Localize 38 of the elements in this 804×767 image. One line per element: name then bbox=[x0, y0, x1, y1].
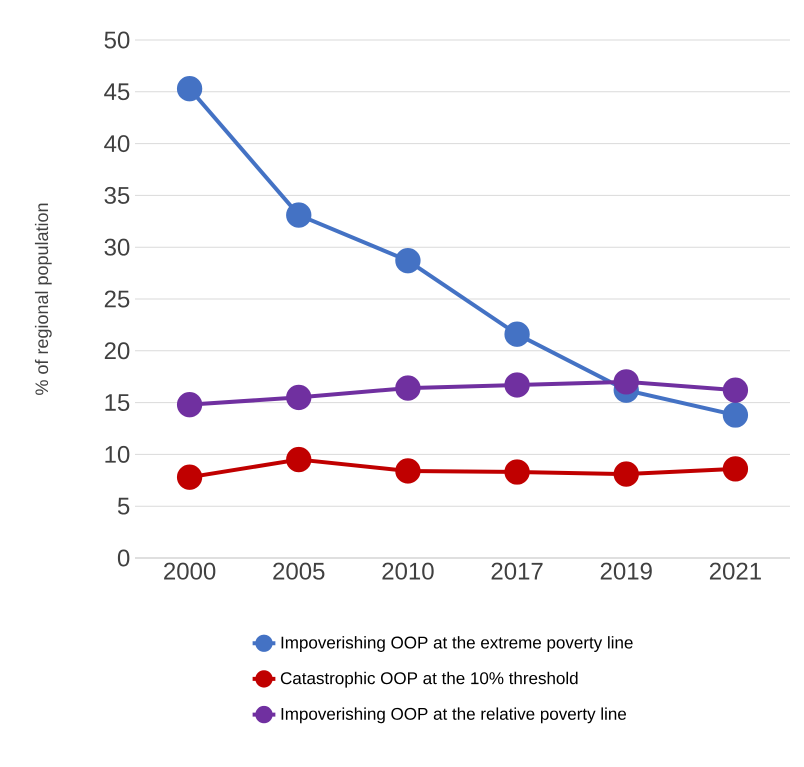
y-tick-label: 5 bbox=[118, 498, 130, 515]
point bbox=[395, 375, 421, 401]
x-tick-label: 2017 bbox=[492, 562, 543, 580]
point bbox=[504, 372, 530, 398]
point bbox=[286, 202, 312, 228]
x-tick-label: 2005 bbox=[273, 562, 324, 580]
point bbox=[614, 369, 639, 395]
point bbox=[395, 248, 421, 274]
point bbox=[286, 446, 312, 472]
legend-label: Impoverishing OOP at the extreme poverty line bbox=[282, 636, 633, 652]
legend-label: Catastrophic OOP at the 10% threshold bbox=[280, 672, 578, 688]
y-tick-label: 0 bbox=[118, 549, 130, 566]
point bbox=[504, 322, 530, 347]
point bbox=[614, 461, 639, 487]
point bbox=[176, 392, 202, 418]
y-tick-label: 35 bbox=[104, 186, 130, 204]
y-tick-label: 50 bbox=[104, 31, 130, 48]
point bbox=[504, 459, 530, 485]
legend-label: Impoverishing OOP at the relative poverty line bbox=[282, 707, 626, 724]
x-tick-label: 2000 bbox=[164, 562, 216, 580]
y-axis-title: % of regional population bbox=[34, 204, 52, 395]
point bbox=[286, 384, 312, 410]
point bbox=[722, 456, 748, 482]
x-tick-label: 2019 bbox=[600, 562, 652, 580]
y-tick-label: 20 bbox=[104, 342, 130, 360]
y-tick-label: 30 bbox=[104, 238, 130, 256]
y-tick-label: 25 bbox=[104, 290, 130, 308]
y-tick-label: 15 bbox=[105, 394, 130, 411]
x-tick-label: 2010 bbox=[382, 562, 434, 580]
point bbox=[176, 464, 202, 490]
x-tick-label: 2021 bbox=[710, 562, 761, 580]
point bbox=[176, 76, 202, 102]
y-tick-label: 40 bbox=[104, 135, 130, 152]
point bbox=[722, 402, 748, 428]
point bbox=[395, 458, 421, 484]
y-tick-label: 10 bbox=[105, 446, 130, 463]
point bbox=[722, 377, 748, 403]
y-tick-label: 45 bbox=[104, 83, 130, 100]
